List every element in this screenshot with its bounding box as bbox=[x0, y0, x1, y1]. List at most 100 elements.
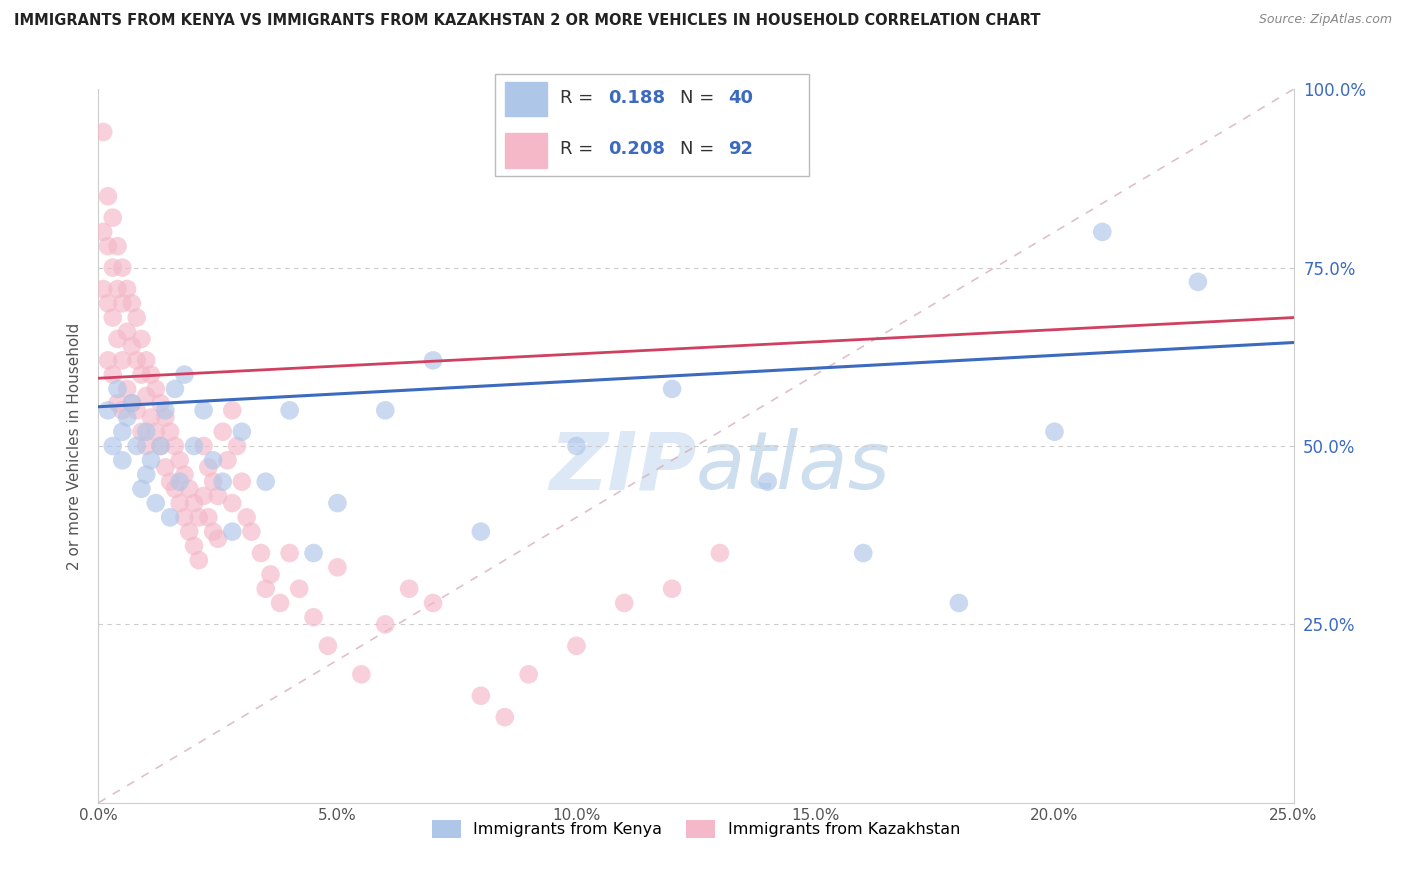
Point bbox=[131, 482, 153, 496]
Point bbox=[316, 639, 339, 653]
Point bbox=[135, 439, 157, 453]
Point bbox=[131, 332, 153, 346]
Point bbox=[250, 546, 273, 560]
Point bbox=[101, 310, 124, 325]
Point bbox=[398, 582, 420, 596]
Point bbox=[288, 582, 311, 596]
Point bbox=[173, 510, 195, 524]
Point bbox=[125, 353, 148, 368]
Point bbox=[97, 353, 120, 368]
Point bbox=[91, 125, 114, 139]
Point bbox=[326, 496, 349, 510]
Point bbox=[145, 382, 167, 396]
Point bbox=[163, 439, 186, 453]
Point bbox=[111, 453, 134, 467]
Text: ZIP: ZIP bbox=[548, 428, 696, 507]
Point bbox=[183, 439, 205, 453]
Point bbox=[302, 546, 325, 560]
Point bbox=[125, 310, 148, 325]
Text: R =: R = bbox=[560, 89, 599, 107]
Point bbox=[159, 510, 181, 524]
Point bbox=[135, 425, 157, 439]
Point bbox=[756, 475, 779, 489]
Point bbox=[565, 439, 588, 453]
Point bbox=[193, 439, 215, 453]
Bar bbox=[505, 82, 547, 116]
Point bbox=[179, 524, 201, 539]
Point bbox=[101, 368, 124, 382]
Point bbox=[852, 546, 875, 560]
Point bbox=[183, 539, 205, 553]
Point bbox=[149, 396, 172, 410]
Point bbox=[709, 546, 731, 560]
Point bbox=[97, 189, 120, 203]
Point bbox=[302, 610, 325, 624]
Point bbox=[278, 403, 301, 417]
Point bbox=[1187, 275, 1209, 289]
Point bbox=[470, 524, 492, 539]
Point bbox=[231, 425, 253, 439]
Point bbox=[135, 389, 157, 403]
Text: N =: N = bbox=[679, 89, 720, 107]
Point bbox=[169, 453, 191, 467]
Text: N =: N = bbox=[679, 141, 720, 159]
Point bbox=[101, 439, 124, 453]
Point bbox=[111, 296, 134, 310]
Point bbox=[470, 689, 492, 703]
Point bbox=[125, 403, 148, 417]
Point bbox=[179, 482, 201, 496]
Point bbox=[211, 425, 233, 439]
Point bbox=[111, 353, 134, 368]
Point bbox=[173, 368, 195, 382]
Point bbox=[107, 239, 129, 253]
Point bbox=[121, 396, 143, 410]
Point bbox=[1043, 425, 1066, 439]
Point bbox=[159, 425, 181, 439]
Point bbox=[197, 460, 219, 475]
Point bbox=[111, 260, 134, 275]
Point bbox=[494, 710, 516, 724]
Point bbox=[121, 339, 143, 353]
Point bbox=[197, 510, 219, 524]
Point bbox=[155, 403, 177, 417]
Point bbox=[269, 596, 291, 610]
Point bbox=[517, 667, 540, 681]
Point bbox=[125, 439, 148, 453]
Text: 40: 40 bbox=[728, 89, 754, 107]
Point bbox=[135, 353, 157, 368]
Point bbox=[139, 410, 162, 425]
Point bbox=[139, 453, 162, 467]
Point bbox=[115, 282, 138, 296]
Point bbox=[149, 439, 172, 453]
Point bbox=[107, 396, 129, 410]
Y-axis label: 2 or more Vehicles in Household: 2 or more Vehicles in Household bbox=[67, 322, 83, 570]
Point bbox=[422, 596, 444, 610]
Point bbox=[350, 667, 373, 681]
Point bbox=[97, 403, 120, 417]
Point bbox=[139, 368, 162, 382]
Point bbox=[121, 296, 143, 310]
Point bbox=[226, 439, 249, 453]
Point bbox=[207, 489, 229, 503]
Point bbox=[111, 425, 134, 439]
Point bbox=[121, 396, 143, 410]
Point bbox=[115, 410, 138, 425]
Point bbox=[202, 524, 225, 539]
Text: 0.188: 0.188 bbox=[609, 89, 665, 107]
Point bbox=[202, 475, 225, 489]
Point bbox=[145, 496, 167, 510]
Point bbox=[422, 353, 444, 368]
Text: 0.208: 0.208 bbox=[609, 141, 665, 159]
Point bbox=[107, 382, 129, 396]
Point bbox=[101, 260, 124, 275]
Point bbox=[187, 553, 209, 567]
Bar bbox=[505, 134, 547, 168]
Point bbox=[211, 475, 233, 489]
Point bbox=[661, 582, 683, 596]
Text: R =: R = bbox=[560, 141, 599, 159]
Text: IMMIGRANTS FROM KENYA VS IMMIGRANTS FROM KAZAKHSTAN 2 OR MORE VEHICLES IN HOUSEH: IMMIGRANTS FROM KENYA VS IMMIGRANTS FROM… bbox=[14, 13, 1040, 29]
Point bbox=[254, 582, 277, 596]
Point bbox=[221, 403, 243, 417]
Point bbox=[202, 453, 225, 467]
Point bbox=[145, 425, 167, 439]
